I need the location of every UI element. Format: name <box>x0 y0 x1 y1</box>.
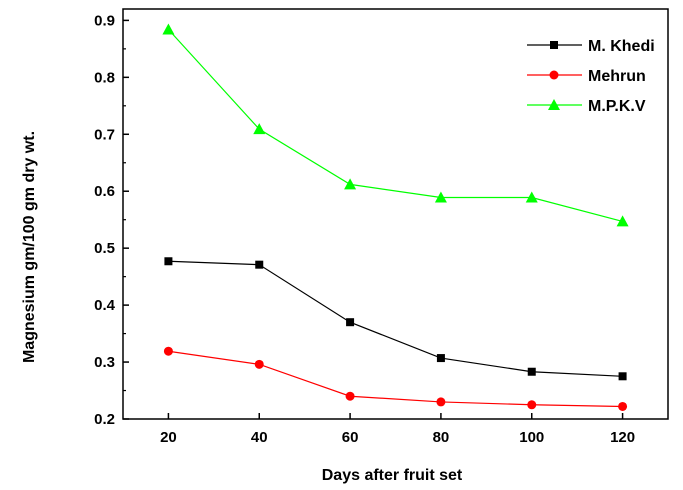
legend-label: M. Khedi <box>588 38 655 55</box>
x-tick-label: 80 <box>433 429 450 446</box>
series-2 <box>162 23 629 227</box>
y-tick-label: 0.7 <box>94 126 115 143</box>
x-axis-ticks: 20 40 60 80 100 120 <box>160 413 635 446</box>
data-point <box>345 391 355 401</box>
legend-item: Mehrun <box>527 68 646 85</box>
data-point <box>436 354 445 363</box>
y-tick-label: 0.6 <box>94 183 115 200</box>
y-axis-title: Magnesium gm/100 gm dry wt. <box>21 131 38 363</box>
data-point <box>618 372 627 381</box>
series-layer <box>162 23 629 411</box>
y-tick-label: 0.3 <box>94 354 115 371</box>
data-point <box>618 401 628 411</box>
data-point <box>344 178 357 190</box>
series-line <box>168 350 623 408</box>
data-point <box>434 191 447 203</box>
x-tick-label: 20 <box>160 429 177 446</box>
x-axis-title: Days after fruit set <box>322 467 463 484</box>
plot-frame <box>122 8 669 420</box>
y-tick-label: 0.8 <box>94 69 115 86</box>
legend: M. Khedi Mehrun M.P.K.V <box>527 38 655 115</box>
x-tick-label: 120 <box>610 429 635 446</box>
data-point <box>525 191 538 203</box>
series-1 <box>163 346 628 411</box>
legend-label: M.P.K.V <box>588 98 646 115</box>
legend-item: M. Khedi <box>527 38 655 55</box>
x-tick-label: 40 <box>251 429 268 446</box>
data-point <box>254 359 264 369</box>
y-tick-label: 0.2 <box>94 411 115 428</box>
data-point <box>346 318 355 327</box>
legend-item: M.P.K.V <box>527 98 646 115</box>
legend-label: Mehrun <box>588 68 646 85</box>
data-point <box>255 260 264 269</box>
legend-marker <box>550 41 558 49</box>
data-point <box>616 215 629 227</box>
y-tick-label: 0.5 <box>94 240 115 257</box>
data-point <box>527 367 536 376</box>
series-0 <box>164 257 627 381</box>
y-tick-label: 0.9 <box>94 12 115 29</box>
series-line <box>167 29 623 222</box>
series-line <box>168 260 623 377</box>
data-point <box>253 123 266 135</box>
data-point <box>163 346 173 356</box>
data-point <box>162 23 175 35</box>
x-tick-label: 60 <box>342 429 359 446</box>
data-point <box>164 257 173 266</box>
y-tick-label: 0.4 <box>94 297 116 314</box>
x-tick-label: 100 <box>519 429 544 446</box>
y-axis-ticks: 0.2 0.3 0.4 0.5 0.6 0.7 0.8 0.9 <box>94 12 129 428</box>
data-point <box>436 397 446 407</box>
legend-marker <box>548 99 560 110</box>
legend-marker <box>549 70 559 80</box>
data-point <box>527 400 537 410</box>
